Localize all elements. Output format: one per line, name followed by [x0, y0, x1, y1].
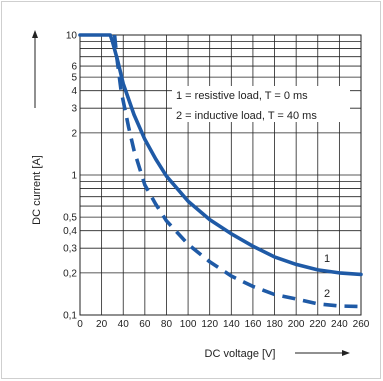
series-2-label: 2 — [324, 288, 330, 300]
y-axis-label: DC current [A] — [31, 155, 43, 225]
x-tick-label: 260 — [353, 319, 370, 330]
y-tick-label: 0,3 — [63, 244, 77, 255]
x-tick-label: 0 — [77, 319, 83, 330]
x-tick-label: 120 — [201, 319, 218, 330]
x-tick-label: 240 — [331, 319, 348, 330]
y-tick-labels: 10 65 4 3 2 1 0,5 0,4 0,3 0,2 0,1 — [63, 31, 77, 322]
y-tick-label: 0,2 — [63, 268, 77, 279]
x-tick-labels: 0 20 40 60 80 100 120 140 160 180 200 220 240 260 — [77, 319, 370, 330]
legend-box — [172, 86, 350, 122]
y-tick-label: 4 — [71, 86, 77, 97]
x-tick-label: 40 — [118, 319, 130, 330]
series-1-label: 1 — [324, 253, 330, 265]
y-tick-label: 3 — [71, 104, 77, 115]
y-tick-label: 2 — [71, 128, 77, 139]
x-tick-label: 140 — [223, 319, 240, 330]
y-tick-label: 0,5 — [63, 213, 77, 224]
x-axis-label: DC voltage [V] — [205, 348, 276, 360]
y-tick-label: 0,1 — [63, 311, 77, 322]
y-tick-label: 10 — [66, 31, 78, 42]
x-tick-label: 20 — [96, 319, 108, 330]
x-tick-label: 180 — [266, 319, 283, 330]
x-axis-arrowhead — [342, 350, 350, 356]
x-tick-label: 60 — [139, 319, 151, 330]
series-group — [78, 33, 363, 309]
x-tick-label: 100 — [180, 319, 197, 330]
y-tick-label: 1 — [71, 171, 77, 182]
legend-line-1: 1 = resistive load, T = 0 ms — [176, 90, 308, 102]
series-1-line — [78, 33, 363, 277]
x-tick-label: 80 — [161, 319, 173, 330]
x-tick-label: 220 — [309, 319, 326, 330]
y-tick-label: 0,4 — [63, 226, 77, 237]
legend-line-2: 2 = inductive load, T = 40 ms — [176, 110, 317, 122]
y-tick-label: 5 — [71, 73, 77, 84]
y-tick-label: 6 — [71, 62, 77, 73]
x-tick-label: 160 — [245, 319, 262, 330]
x-tick-label: 200 — [288, 319, 305, 330]
y-axis-arrowhead — [32, 30, 38, 38]
series-2-line — [112, 34, 362, 309]
